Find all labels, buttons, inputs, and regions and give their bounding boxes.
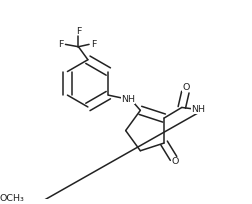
Text: F: F	[91, 40, 96, 49]
Text: NH: NH	[191, 105, 205, 114]
Text: F: F	[76, 27, 81, 36]
Text: F: F	[58, 40, 64, 49]
Text: O: O	[182, 83, 190, 92]
Text: OCH₃: OCH₃	[0, 194, 24, 203]
Text: NH: NH	[121, 95, 136, 104]
Text: O: O	[172, 157, 179, 166]
